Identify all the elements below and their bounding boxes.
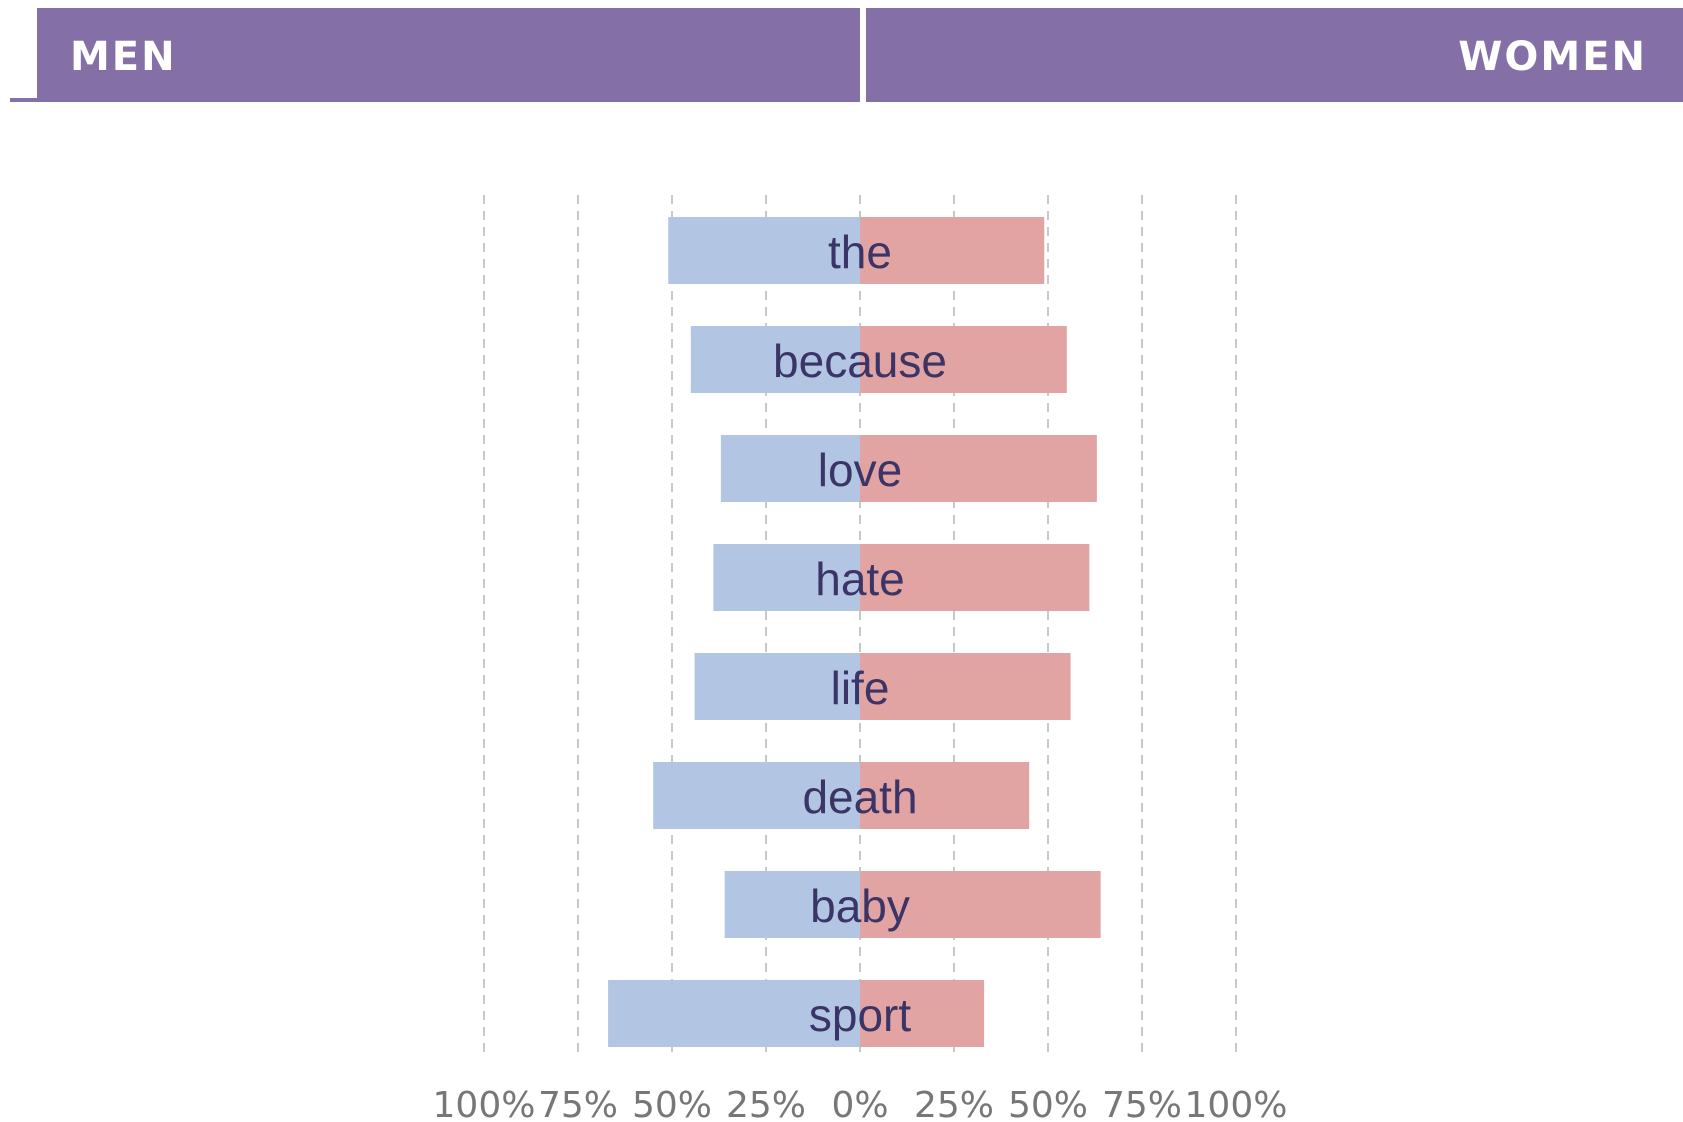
category-label-because: because bbox=[773, 335, 947, 387]
category-label-life: life bbox=[831, 662, 890, 714]
x-tick-label: 100% bbox=[1185, 1085, 1288, 1122]
men-header-label: MEN bbox=[70, 34, 177, 80]
category-labels: the because love hate life death baby sport bbox=[773, 226, 947, 1041]
men-header-bar bbox=[37, 8, 860, 102]
category-label-love: love bbox=[818, 444, 902, 496]
bar-men-hate bbox=[713, 544, 860, 611]
bar-women-death bbox=[860, 762, 1030, 829]
bar-men-life bbox=[694, 653, 860, 720]
bar-women-because bbox=[860, 326, 1067, 393]
bar-men-sport bbox=[608, 980, 860, 1047]
bar-women-hate bbox=[860, 544, 1090, 611]
men-header-tab bbox=[10, 98, 37, 102]
bars bbox=[608, 217, 1101, 1047]
bar-women-baby bbox=[860, 871, 1101, 938]
x-tick-label: 75% bbox=[538, 1085, 618, 1122]
women-header-bar bbox=[866, 8, 1683, 102]
bar-women-sport bbox=[860, 980, 985, 1047]
bar-women-life bbox=[860, 653, 1071, 720]
x-tick-label: 50% bbox=[1008, 1085, 1088, 1122]
bar-men-the bbox=[668, 217, 860, 284]
x-tick-label: 100% bbox=[433, 1085, 536, 1122]
bar-women-the bbox=[860, 217, 1045, 284]
category-label-death: death bbox=[802, 771, 917, 823]
bar-men-baby bbox=[724, 871, 860, 938]
women-header-label: WOMEN bbox=[1458, 34, 1647, 80]
category-label-sport: sport bbox=[809, 989, 911, 1041]
category-label-hate: hate bbox=[815, 553, 905, 605]
x-tick-label: 0% bbox=[831, 1085, 888, 1122]
x-axis-tick-labels: 100% 75% 50% 25% 0% 25% 50% 75% 100% bbox=[433, 1085, 1288, 1122]
bar-women-love bbox=[860, 435, 1097, 502]
chart-header: MEN WOMEN bbox=[10, 8, 1683, 102]
x-tick-label: 25% bbox=[726, 1085, 806, 1122]
bar-men-love bbox=[720, 435, 860, 502]
bar-men-because bbox=[690, 326, 860, 393]
x-tick-label: 75% bbox=[1102, 1085, 1182, 1122]
x-tick-label: 25% bbox=[914, 1085, 994, 1122]
category-label-baby: baby bbox=[810, 880, 910, 932]
category-label-the: the bbox=[828, 226, 892, 278]
bar-men-death bbox=[653, 762, 860, 829]
x-tick-label: 50% bbox=[632, 1085, 712, 1122]
